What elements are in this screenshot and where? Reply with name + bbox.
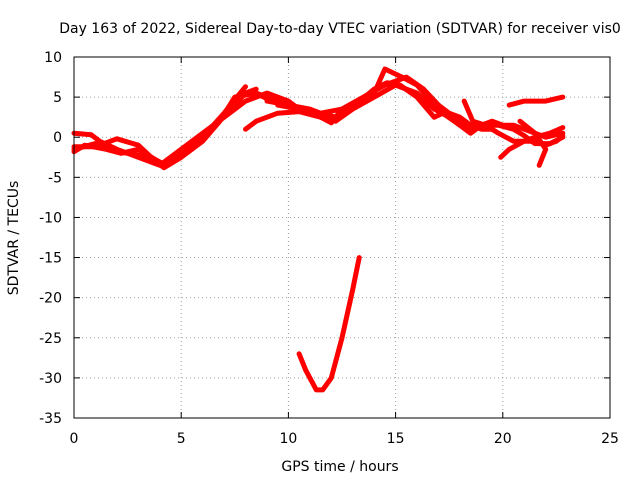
- y-tick-label: -30: [39, 371, 62, 387]
- y-tick-label: 5: [53, 90, 62, 106]
- x-tick-label: 25: [601, 431, 619, 447]
- series-arc-11: [506, 94, 566, 108]
- series-arc-8: [264, 74, 474, 128]
- series-arc-4: [71, 90, 302, 167]
- x-tick-label: 5: [177, 431, 186, 447]
- series-arc-7: [253, 82, 566, 147]
- x-tick-label: 10: [279, 431, 297, 447]
- x-tick-label: 15: [387, 431, 405, 447]
- y-tick-label: -25: [39, 331, 62, 347]
- series-arc-13: [296, 255, 362, 393]
- y-tick-label: 10: [44, 50, 62, 66]
- plot-frame: [73, 56, 611, 419]
- x-tick-label: 0: [70, 431, 79, 447]
- x-axis-label: GPS time / hours: [281, 459, 398, 475]
- y-tick-label: -10: [39, 210, 62, 226]
- y-tick-label: -20: [39, 291, 62, 307]
- ticks: 0 5 10 15 20 25 10 5 0 -5 -10 -15 -20 -25 -30 -35: [39, 50, 619, 447]
- x-tick-label: 20: [494, 431, 512, 447]
- series-arc-12: [517, 118, 549, 168]
- y-axis-label: SDTVAR / TECUs: [6, 181, 22, 296]
- series-layer: [71, 66, 566, 393]
- y-tick-label: 0: [53, 130, 62, 146]
- chart-title: Day 163 of 2022, Sidereal Day-to-day VTE…: [59, 21, 621, 37]
- series-arc-9: [461, 98, 566, 144]
- y-tick-label: -15: [39, 251, 62, 267]
- y-tick-label: -5: [48, 170, 62, 186]
- y-tick-label: -35: [39, 411, 62, 427]
- series-arc-10: [498, 133, 566, 160]
